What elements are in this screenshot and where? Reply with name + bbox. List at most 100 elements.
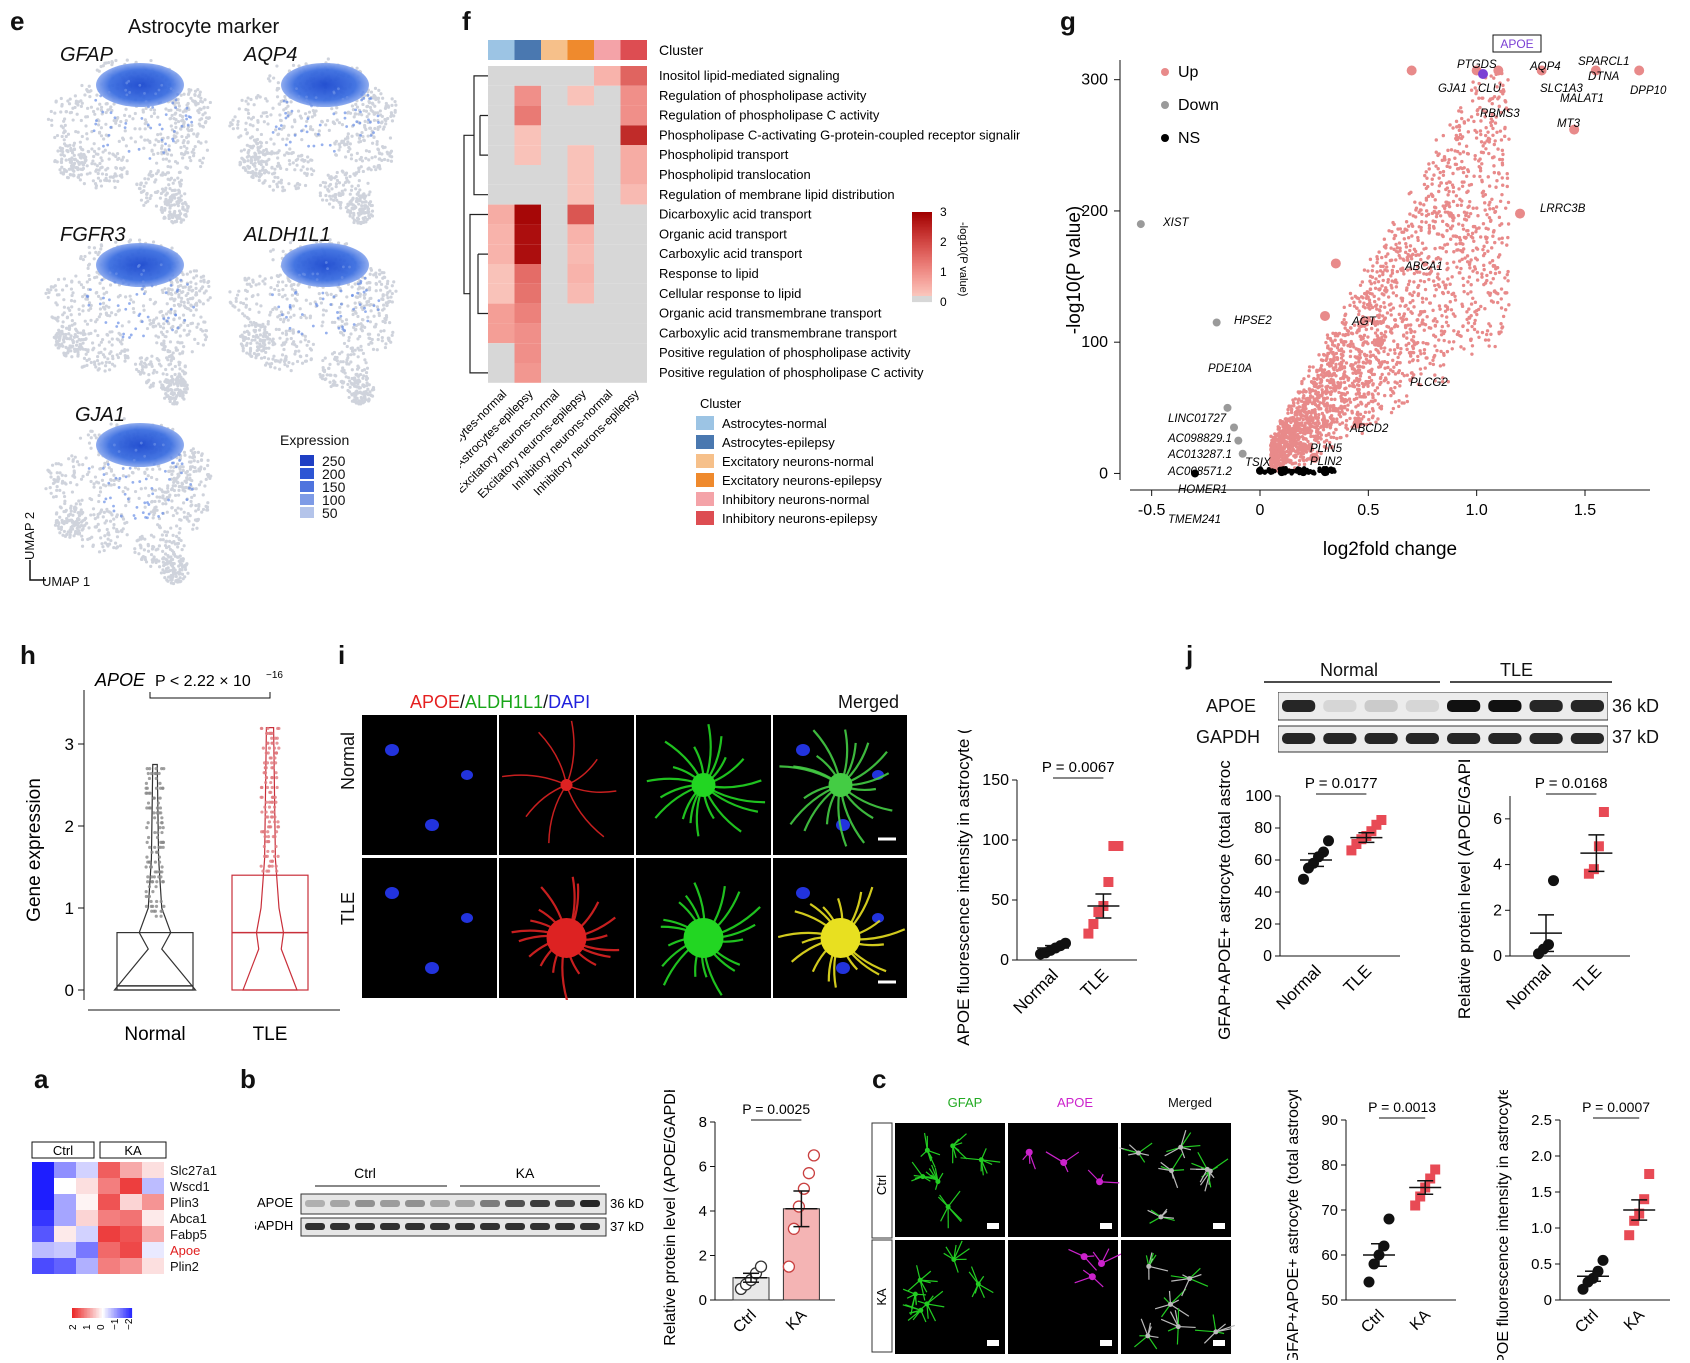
umap-point bbox=[66, 347, 70, 351]
umap-point bbox=[87, 467, 91, 470]
umap-point bbox=[191, 147, 196, 152]
umap-point bbox=[87, 332, 91, 336]
umap-point bbox=[155, 495, 159, 499]
umap-point bbox=[56, 315, 60, 319]
umap-point bbox=[74, 529, 78, 534]
umap-point bbox=[384, 119, 388, 123]
umap-point bbox=[262, 355, 267, 360]
umap-point bbox=[122, 417, 126, 421]
umap-point bbox=[309, 158, 313, 162]
umap-point bbox=[97, 130, 102, 134]
umap-point bbox=[77, 312, 82, 316]
umap-point bbox=[78, 502, 82, 506]
umap-point bbox=[303, 338, 307, 342]
umap-point bbox=[170, 549, 174, 553]
umap-point bbox=[49, 109, 53, 114]
umap-point bbox=[291, 362, 295, 366]
umap-point bbox=[328, 362, 332, 366]
umap-point bbox=[339, 289, 343, 293]
umap-point bbox=[123, 492, 127, 496]
umap-point bbox=[192, 99, 196, 103]
umap-point bbox=[356, 184, 360, 188]
umap-point bbox=[237, 107, 241, 111]
umap-point bbox=[199, 465, 203, 469]
heatmap-cell bbox=[620, 145, 647, 165]
umap-point bbox=[204, 120, 208, 124]
umap-point bbox=[60, 473, 64, 477]
umap-point bbox=[170, 353, 174, 357]
umap-point bbox=[268, 151, 272, 155]
umap-point bbox=[147, 362, 152, 366]
umap-point bbox=[92, 257, 96, 261]
umap-point bbox=[122, 332, 126, 336]
umap-point bbox=[67, 167, 71, 171]
umap-point bbox=[55, 160, 59, 164]
umap-point bbox=[88, 496, 92, 501]
umap-point bbox=[263, 363, 268, 367]
umap-point bbox=[246, 96, 250, 100]
umap-point bbox=[390, 97, 394, 101]
umap-point bbox=[72, 335, 77, 339]
umap-point bbox=[374, 272, 378, 276]
umap-point bbox=[107, 305, 111, 309]
volcano-point-up bbox=[1406, 323, 1410, 327]
umap-point bbox=[68, 308, 72, 313]
umap-point bbox=[344, 176, 349, 180]
umap-point bbox=[281, 185, 285, 189]
umap-point bbox=[115, 152, 120, 156]
umap-point bbox=[121, 474, 125, 478]
umap-point bbox=[143, 138, 147, 142]
umap-point bbox=[179, 296, 184, 300]
umap-point bbox=[149, 126, 153, 130]
umap-point bbox=[178, 554, 182, 558]
umap-point bbox=[353, 309, 357, 314]
legend-swatch bbox=[696, 492, 714, 506]
umap-point bbox=[261, 111, 265, 115]
umap-point bbox=[55, 511, 59, 515]
umap-point bbox=[281, 189, 285, 193]
umap-point bbox=[50, 118, 54, 122]
umap-point bbox=[160, 83, 164, 87]
umap-point bbox=[361, 324, 365, 328]
umap-point bbox=[170, 380, 175, 384]
pathway-label: Dicarboxylic acid transport bbox=[659, 207, 812, 222]
umap-point bbox=[284, 283, 288, 288]
umap-point bbox=[160, 127, 164, 131]
umap-point bbox=[338, 305, 342, 309]
umap-point bbox=[116, 321, 120, 325]
umap-point bbox=[69, 530, 73, 534]
umap-point bbox=[296, 283, 300, 287]
umap-point bbox=[127, 79, 131, 83]
volcano-point-up bbox=[1389, 283, 1393, 288]
x-axis-label: log2fold change bbox=[1323, 539, 1457, 560]
umap-point bbox=[355, 120, 359, 124]
umap-point bbox=[100, 338, 105, 342]
umap-point bbox=[63, 168, 67, 172]
umap-point bbox=[352, 307, 356, 311]
umap-point bbox=[279, 310, 284, 314]
umap-point bbox=[275, 88, 279, 92]
umap-point bbox=[65, 284, 69, 288]
umap-point bbox=[264, 350, 268, 355]
umap-point bbox=[91, 507, 96, 511]
umap-point bbox=[393, 108, 397, 113]
umap-point bbox=[61, 126, 65, 130]
umap-point bbox=[340, 350, 344, 354]
umap-point bbox=[295, 163, 299, 167]
umap-point bbox=[349, 353, 353, 357]
umap-point bbox=[99, 184, 104, 188]
umap-point bbox=[346, 140, 350, 144]
umap-point bbox=[363, 358, 367, 362]
umap-point bbox=[181, 205, 185, 209]
volcano-point-up bbox=[1362, 268, 1367, 272]
umap-point bbox=[109, 478, 113, 482]
umap-point bbox=[346, 356, 350, 360]
umap-point bbox=[161, 332, 165, 337]
umap-point bbox=[166, 199, 170, 203]
umap-point bbox=[90, 341, 95, 345]
umap-point bbox=[165, 495, 169, 500]
heatmap-cell bbox=[488, 343, 515, 363]
umap-point bbox=[158, 495, 162, 499]
umap-point bbox=[241, 346, 245, 351]
